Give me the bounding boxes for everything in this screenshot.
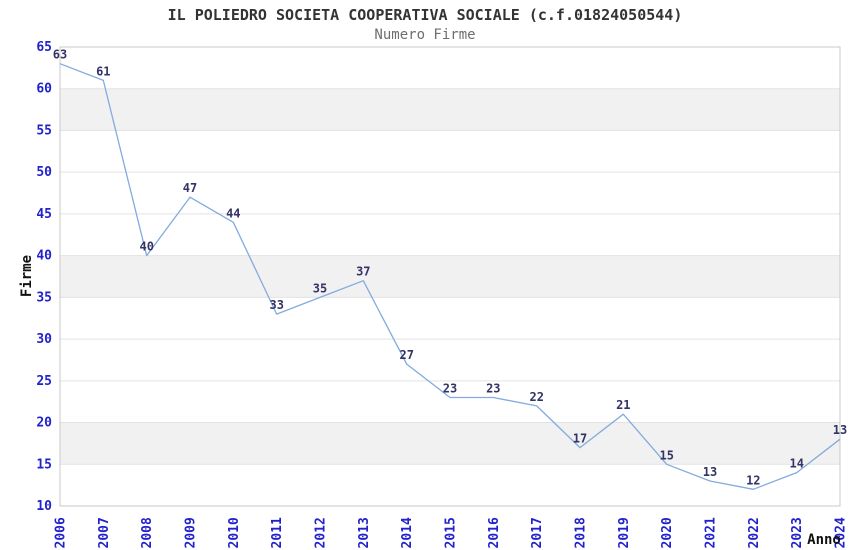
- y-tick-label: 15: [36, 457, 52, 472]
- data-label: 14: [789, 457, 803, 471]
- data-label: 13: [833, 423, 847, 437]
- data-label: 40: [139, 240, 153, 254]
- data-label: 61: [96, 64, 110, 78]
- data-label: 12: [746, 473, 760, 487]
- y-tick-label: 60: [36, 82, 52, 97]
- data-label: 27: [399, 348, 413, 362]
- data-label: 47: [183, 181, 197, 195]
- data-label: 22: [529, 390, 543, 404]
- x-tick-label: 2009: [184, 517, 199, 548]
- x-axis-title: Anno: [807, 532, 841, 548]
- data-label: 21: [616, 398, 630, 412]
- data-label: 15: [659, 448, 673, 462]
- y-tick-label: 10: [36, 499, 52, 514]
- data-label: 35: [313, 281, 327, 295]
- y-tick-label: 30: [36, 332, 52, 347]
- x-tick-label: 2006: [54, 517, 69, 548]
- x-tick-label: 2017: [530, 517, 545, 548]
- data-label: 23: [486, 382, 500, 396]
- x-tick-label: 2012: [314, 517, 329, 548]
- y-tick-label: 35: [36, 290, 52, 305]
- plot-border: [59, 46, 841, 507]
- data-label: 23: [443, 382, 457, 396]
- y-tick-label: 25: [36, 374, 52, 389]
- x-tick-label: 2010: [227, 517, 242, 548]
- x-tick-label: 2024: [834, 517, 849, 548]
- x-tick-label: 2016: [487, 517, 502, 548]
- data-label: 44: [226, 206, 240, 220]
- y-tick-label: 45: [36, 207, 52, 222]
- chart-subtitle: Numero Firme: [374, 27, 476, 43]
- y-tick-label: 40: [36, 249, 52, 264]
- x-tick-label: 2014: [400, 517, 415, 548]
- data-label: 17: [573, 432, 587, 446]
- y-tick-label: 20: [36, 416, 52, 431]
- plot-band: [60, 88, 840, 131]
- data-label: 37: [356, 265, 370, 279]
- data-label: 63: [53, 48, 67, 62]
- data-line: [59, 63, 841, 490]
- x-tick-label: 2022: [747, 517, 762, 548]
- x-tick-label: 2013: [357, 517, 372, 548]
- x-tick-label: 2011: [270, 517, 285, 548]
- y-tick-label: 50: [36, 165, 52, 180]
- data-label: 33: [269, 298, 283, 312]
- x-tick-label: 2008: [140, 517, 155, 548]
- plot-band: [60, 422, 840, 465]
- x-tick-label: 2019: [617, 517, 632, 548]
- x-tick-label: 2021: [704, 517, 719, 548]
- x-tick-label: 2007: [97, 517, 112, 548]
- y-axis-title: Firme: [19, 255, 35, 297]
- plot-band: [60, 255, 840, 298]
- x-tick-label: 2020: [660, 517, 675, 548]
- x-tick-label: 2023: [790, 517, 805, 548]
- y-tick-label: 65: [36, 40, 52, 55]
- chart-title: IL POLIEDRO SOCIETA COOPERATIVA SOCIALE …: [167, 6, 683, 24]
- x-tick-label: 2018: [574, 517, 589, 548]
- data-label: 13: [703, 465, 717, 479]
- x-tick-label: 2015: [444, 517, 459, 548]
- y-tick-label: 55: [36, 124, 52, 139]
